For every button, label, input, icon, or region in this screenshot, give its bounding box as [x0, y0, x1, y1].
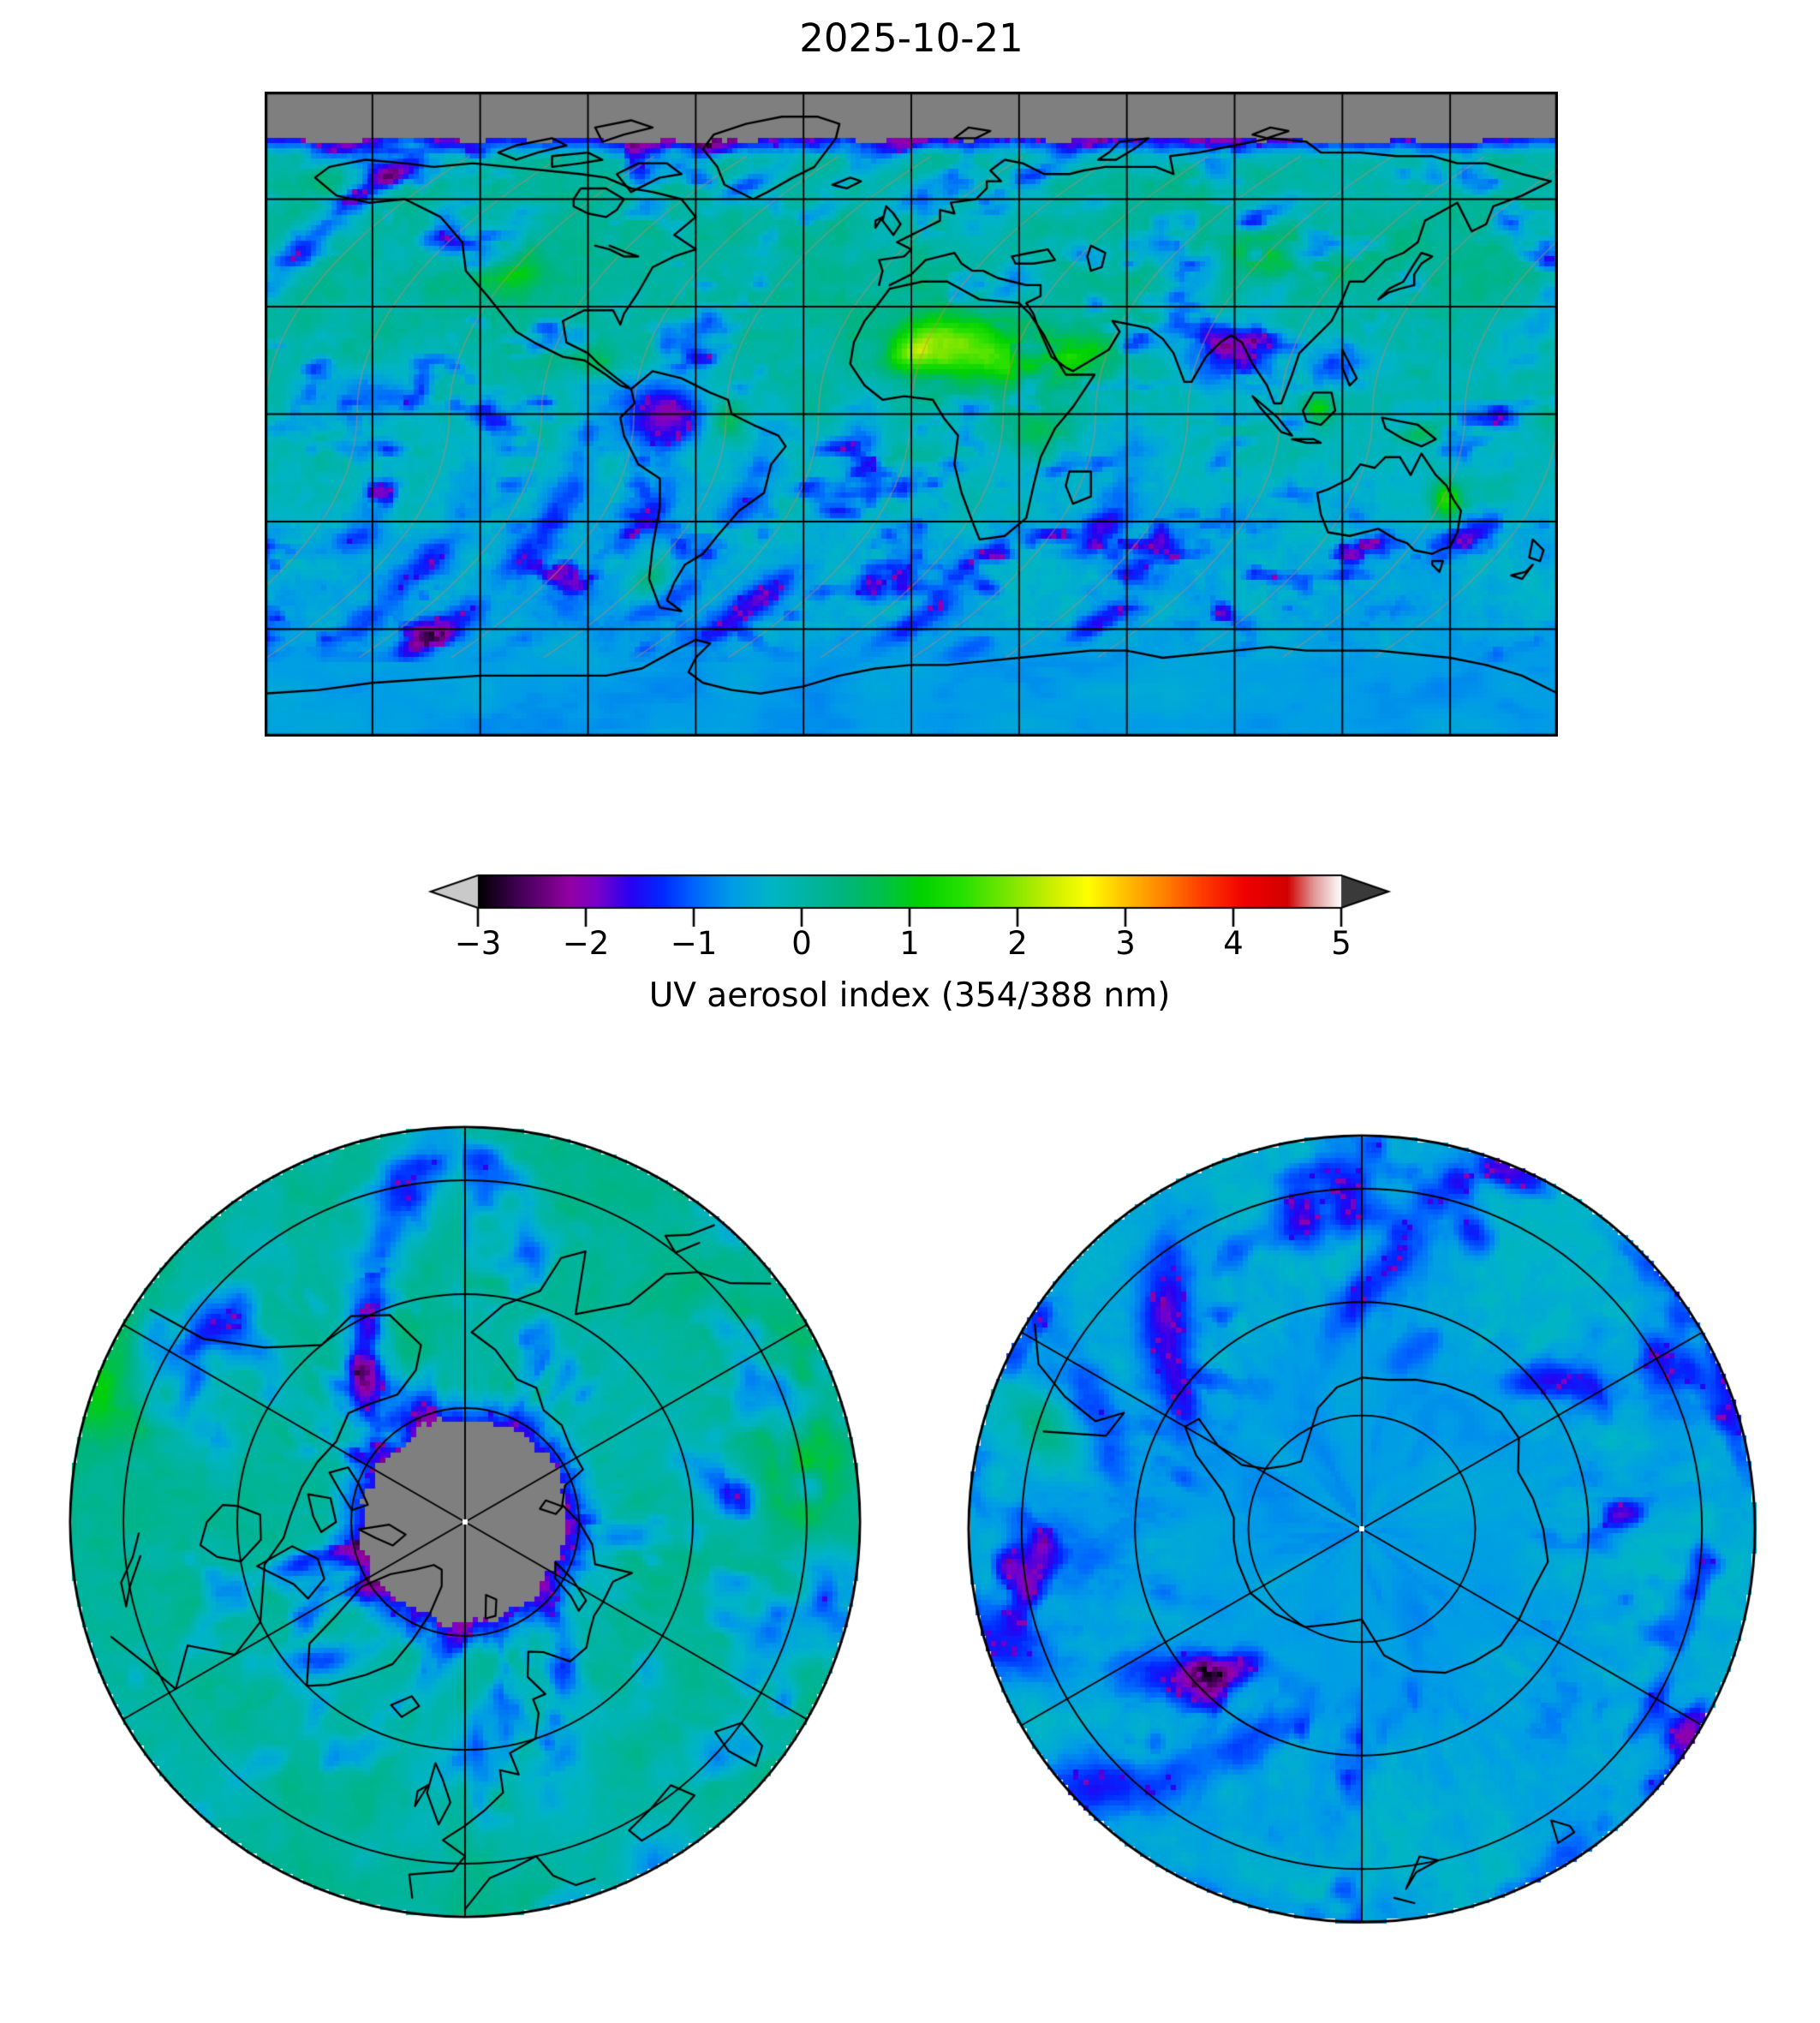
colorbar-tick-label: −3	[454, 925, 502, 962]
colorbar-tick-label: −1	[670, 925, 718, 962]
colorbar-canvas	[420, 868, 1401, 930]
south-polar-map-canvas	[965, 1132, 1758, 1925]
colorbar-tick-label: 1	[899, 925, 920, 962]
colorbar-tick-label: 2	[1007, 925, 1028, 962]
figure-title: 2025-10-21	[799, 15, 1023, 61]
colorbar-tick-label: 0	[791, 925, 812, 962]
global-map-canvas	[265, 92, 1558, 737]
colorbar-tick-label: 4	[1223, 925, 1244, 962]
colorbar-tick-label: 3	[1115, 925, 1136, 962]
north-polar-map-canvas	[67, 1124, 863, 1920]
colorbar-label: UV aerosol index (354/388 nm)	[648, 976, 1171, 1015]
colorbar-tick-label: −2	[562, 925, 610, 962]
colorbar-tick-label: 5	[1331, 925, 1352, 962]
